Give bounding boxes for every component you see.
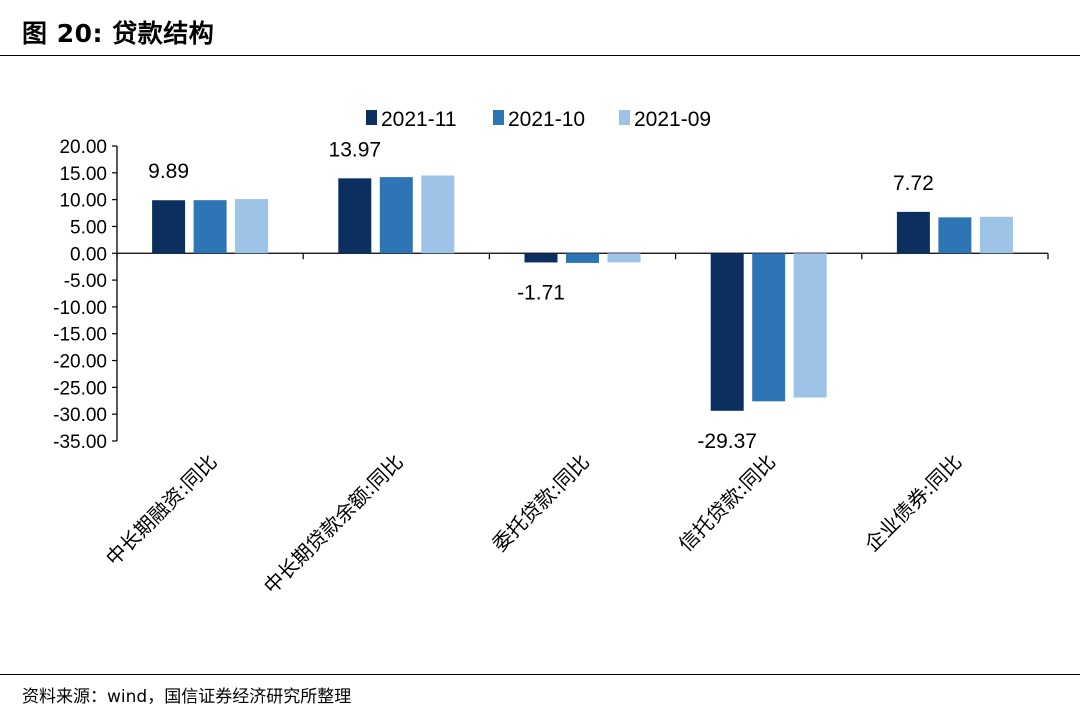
- data-label: 7.72: [893, 172, 934, 195]
- legend-label: 2021-10: [508, 108, 585, 131]
- data-label: -29.37: [697, 430, 757, 453]
- data-label: 9.89: [148, 160, 189, 183]
- source-note: 资料来源：wind，国信证券经济研究所整理: [22, 687, 352, 707]
- bar-2021-10-4: [938, 217, 972, 254]
- x-category-label: 委托贷款:同比: [487, 450, 594, 557]
- x-category-label: 信托贷款:同比: [674, 450, 781, 557]
- y-tick-label: 5.00: [70, 217, 107, 238]
- bar-2021-10-3: [752, 253, 786, 402]
- bar-2021-09-4: [979, 216, 1013, 254]
- legend-label: 2021-09: [634, 108, 711, 131]
- bar-chart: 2021-11 2021-10 2021-09 20.00 15.00 10.00 5.0…: [53, 108, 1049, 599]
- y-tick-label: -25.00: [53, 378, 107, 399]
- bar-2021-09-0: [235, 199, 269, 254]
- y-tick-label: -20.00: [53, 352, 107, 373]
- y-tick-label: 15.00: [59, 164, 107, 185]
- chart-bars: [152, 175, 1013, 411]
- bar-2021-11-4: [896, 211, 930, 254]
- y-tick-label: -10.00: [53, 298, 107, 319]
- bottom-divider: [0, 674, 1080, 675]
- y-tick-label: -5.00: [64, 271, 107, 292]
- data-label: 13.97: [329, 138, 382, 161]
- x-category-label: 企业债券:同比: [860, 450, 967, 557]
- top-divider: [0, 55, 1080, 56]
- legend-swatch: [366, 110, 377, 125]
- bar-2021-09-2: [607, 253, 641, 263]
- x-category-label: 中长期融资:同比: [101, 450, 222, 571]
- chart-axes: 20.00 15.00 10.00 5.00 0.00 -5.00 -10.00 -15.00…: [53, 137, 1049, 453]
- y-tick-label: 10.00: [59, 191, 107, 212]
- y-tick-label: 20.00: [59, 137, 107, 158]
- chart-category-labels: 中长期融资:同比 中长期贷款余额:同比 委托贷款:同比 信托贷款:同比 企业债券:同比: [101, 450, 967, 599]
- bar-2021-10-2: [566, 253, 599, 263]
- y-tick-label: -30.00: [53, 405, 107, 426]
- y-tick-label: 0.00: [70, 244, 107, 265]
- bar-2021-09-3: [793, 253, 827, 398]
- legend-swatch: [619, 110, 630, 125]
- y-tick-label: -15.00: [53, 325, 107, 346]
- bar-2021-11-0: [152, 200, 186, 254]
- bar-2021-10-1: [379, 177, 413, 254]
- bar-2021-09-1: [421, 175, 455, 254]
- bar-2021-11-1: [338, 178, 372, 254]
- chart-legend: 2021-11 2021-10 2021-09: [366, 108, 711, 131]
- x-category-label: 中长期贷款余额:同比: [259, 450, 408, 599]
- figure-title: 图 20: 贷款结构: [22, 19, 215, 48]
- legend-label: 2021-11: [381, 108, 457, 131]
- y-tick-label: -35.00: [53, 432, 107, 453]
- bar-2021-10-0: [193, 200, 227, 254]
- chart-data-labels: 9.89 13.97 -1.71 -29.37 7.72: [148, 138, 934, 452]
- bar-2021-11-2: [524, 253, 558, 263]
- legend-swatch: [493, 110, 504, 125]
- data-label: -1.71: [517, 281, 565, 304]
- bar-2021-11-3: [710, 253, 744, 411]
